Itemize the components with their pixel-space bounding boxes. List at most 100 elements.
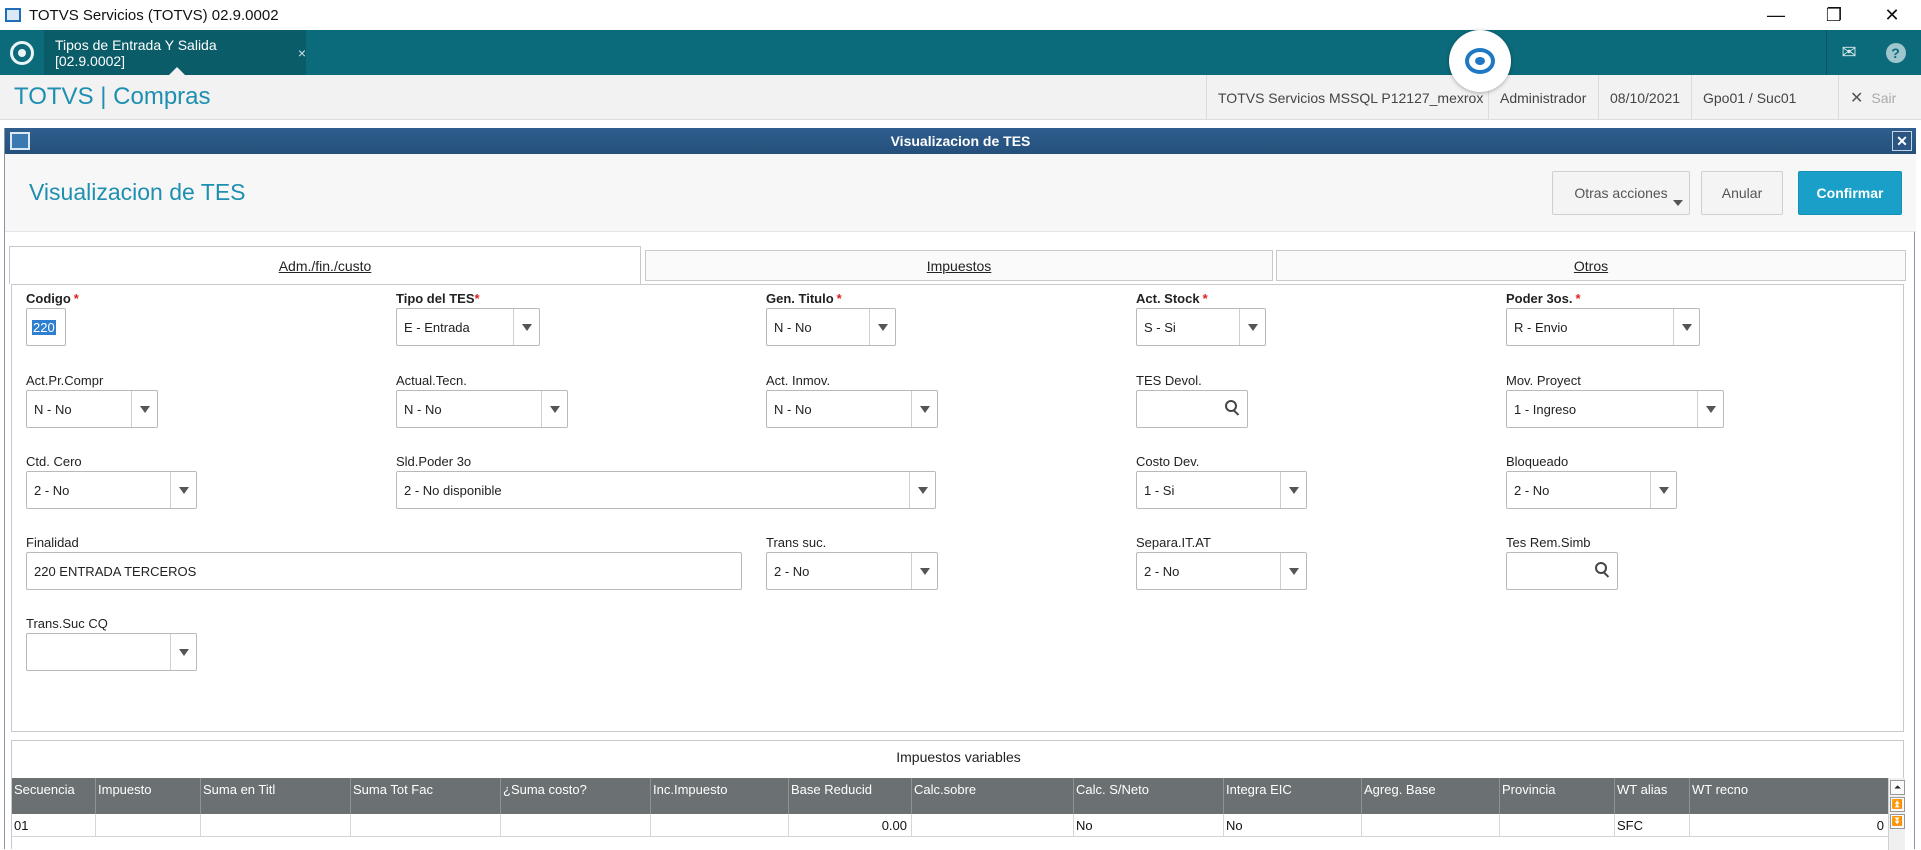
grid-header: Secuencia Impuesto Suma en Titl Suma Tot…: [12, 778, 1888, 814]
gen-titulo-select[interactable]: N - No: [766, 308, 896, 346]
tab-active-caret: [169, 67, 185, 75]
chevron-down-icon: [170, 634, 196, 670]
scroll-up-icon[interactable]: ⏶: [1890, 780, 1905, 795]
scroll-bottom-icon[interactable]: ⏬: [1890, 814, 1905, 829]
home-icon[interactable]: [10, 41, 34, 65]
mail-button[interactable]: ✉: [1826, 30, 1871, 75]
column-header[interactable]: Base Reducid: [789, 778, 912, 814]
bloqueado-select[interactable]: 2 - No: [1506, 471, 1677, 509]
chevron-down-icon: [170, 472, 196, 508]
trans-suc-cq-select[interactable]: [26, 633, 197, 671]
otras-acciones-button[interactable]: Otras acciones: [1552, 171, 1690, 215]
impuestos-variables-title: Impuestos variables: [896, 749, 1021, 765]
column-header[interactable]: Calc.sobre: [912, 778, 1074, 814]
codigo-input[interactable]: 220: [26, 308, 66, 346]
anular-button[interactable]: Anular: [1701, 171, 1783, 215]
tab-adm-fin-custo[interactable]: Adm./fin./custo: [9, 246, 641, 284]
search-icon[interactable]: [1595, 562, 1609, 576]
chevron-down-icon: [1239, 309, 1265, 345]
tes-rem-simb-input[interactable]: [1506, 552, 1618, 590]
exit-button[interactable]: ✕ Sair: [1838, 75, 1907, 120]
tes-rem-simb-label: Tes Rem.Simb: [1506, 535, 1591, 550]
tes-devol-label: TES Devol.: [1136, 373, 1202, 388]
sld-poder-select[interactable]: 2 - No disponible: [396, 471, 936, 509]
minimize-icon[interactable]: —: [1767, 4, 1785, 25]
table-cell[interactable]: [1500, 814, 1615, 837]
table-cell[interactable]: [651, 814, 789, 837]
table-cell[interactable]: [1362, 814, 1500, 837]
chevron-down-icon: [513, 309, 539, 345]
exit-icon: ✕: [1850, 89, 1864, 107]
window-title-bar: TOTVS Servicios (TOTVS) 02.9.0002 — ❐ ✕: [0, 0, 1921, 30]
mov-proyect-label: Mov. Proyect: [1506, 373, 1581, 388]
grid-scrollbar[interactable]: ⏶ ⏫ ⏬: [1888, 778, 1905, 850]
table-cell[interactable]: No: [1224, 814, 1362, 837]
assistant-chat-button[interactable]: [1449, 30, 1511, 92]
chevron-down-icon: [869, 309, 895, 345]
ctd-cero-select[interactable]: 2 - No: [26, 471, 197, 509]
table-cell[interactable]: [912, 814, 1074, 837]
separa-itat-select[interactable]: 2 - No: [1136, 552, 1307, 590]
tab-tipos-entrada-salida[interactable]: Tipos de Entrada Y Salida [02.9.0002] ×: [44, 30, 306, 75]
column-header[interactable]: ¿Suma costo?: [501, 778, 651, 814]
table-cell[interactable]: No: [1074, 814, 1224, 837]
dialog-title: Visualizacion de TES: [890, 133, 1031, 149]
tab-label: Tipos de Entrada Y Salida [02.9.0002]: [55, 36, 217, 69]
table-cell[interactable]: [351, 814, 501, 837]
column-header[interactable]: Secuencia: [12, 778, 96, 814]
scroll-top-icon[interactable]: ⏫: [1890, 797, 1905, 812]
tab-otros[interactable]: Otros: [1276, 250, 1906, 281]
table-cell[interactable]: [201, 814, 351, 837]
column-header[interactable]: Agreg. Base: [1362, 778, 1500, 814]
poder-3os-select[interactable]: R - Envio: [1506, 308, 1700, 346]
costo-dev-label: Costo Dev.: [1136, 454, 1200, 469]
column-header[interactable]: Calc. S/Neto: [1074, 778, 1224, 814]
column-header[interactable]: Suma en Titl: [201, 778, 351, 814]
chevron-down-icon: [1697, 391, 1723, 427]
sld-poder-label: Sld.Poder 3o: [396, 454, 472, 469]
table-cell[interactable]: [96, 814, 201, 837]
act-inmov-select[interactable]: N - No: [766, 390, 938, 428]
act-pr-compr-select[interactable]: N - No: [26, 390, 158, 428]
act-inmov-label: Act. Inmov.: [766, 373, 831, 388]
finalidad-input[interactable]: 220 ENTRADA TERCEROS: [26, 552, 742, 590]
costo-dev-select[interactable]: 1 - Si: [1136, 471, 1307, 509]
act-stock-select[interactable]: S - Si: [1136, 308, 1266, 346]
mov-proyect-select[interactable]: 1 - Ingreso: [1506, 390, 1724, 428]
table-cell[interactable]: 0.00: [789, 814, 912, 837]
table-cell[interactable]: 01: [12, 814, 96, 837]
help-button[interactable]: ?: [1873, 30, 1918, 75]
dialog-close-icon[interactable]: ✕: [1892, 131, 1912, 151]
poder-3os-label: Poder 3os. *: [1506, 291, 1581, 306]
bloqueado-label: Bloqueado: [1506, 454, 1569, 469]
tes-devol-input[interactable]: [1136, 390, 1248, 428]
tab-close-icon[interactable]: ×: [297, 44, 306, 61]
tab-impuestos[interactable]: Impuestos: [645, 250, 1273, 281]
chevron-down-icon: [1280, 553, 1306, 589]
column-header[interactable]: Provincia: [1500, 778, 1615, 814]
window-title: TOTVS Servicios (TOTVS) 02.9.0002: [29, 6, 279, 24]
table-row[interactable]: 01 0.00 No No SFC 0: [12, 814, 1888, 837]
column-header[interactable]: WT recno: [1692, 782, 1749, 797]
gen-titulo-label: Gen. Titulo *: [766, 291, 842, 306]
column-header[interactable]: Impuesto: [96, 778, 201, 814]
tipo-tes-select[interactable]: E - Entrada: [396, 308, 540, 346]
column-header[interactable]: Suma Tot Fac: [351, 778, 501, 814]
table-cell[interactable]: SFC: [1615, 814, 1690, 837]
dialog-window-icon: [10, 132, 30, 150]
search-icon[interactable]: [1225, 400, 1239, 414]
table-cell[interactable]: [501, 814, 651, 837]
chevron-down-icon: [131, 391, 157, 427]
close-icon[interactable]: ✕: [1884, 4, 1900, 25]
trans-suc-select[interactable]: 2 - No: [766, 552, 938, 590]
column-header[interactable]: Integra EIC: [1224, 778, 1362, 814]
actual-tecn-select[interactable]: N - No: [396, 390, 568, 428]
column-header[interactable]: WT alias: [1615, 778, 1690, 814]
confirmar-button[interactable]: Confirmar: [1798, 171, 1902, 215]
table-cell[interactable]: 0: [1876, 818, 1884, 833]
chat-bubble-icon: [1465, 48, 1495, 74]
column-header[interactable]: Inc.Impuesto: [651, 778, 789, 814]
chevron-down-icon: [911, 391, 937, 427]
restore-icon[interactable]: ❐: [1825, 4, 1843, 25]
otras-acciones-label: Otras acciones: [1574, 185, 1668, 201]
